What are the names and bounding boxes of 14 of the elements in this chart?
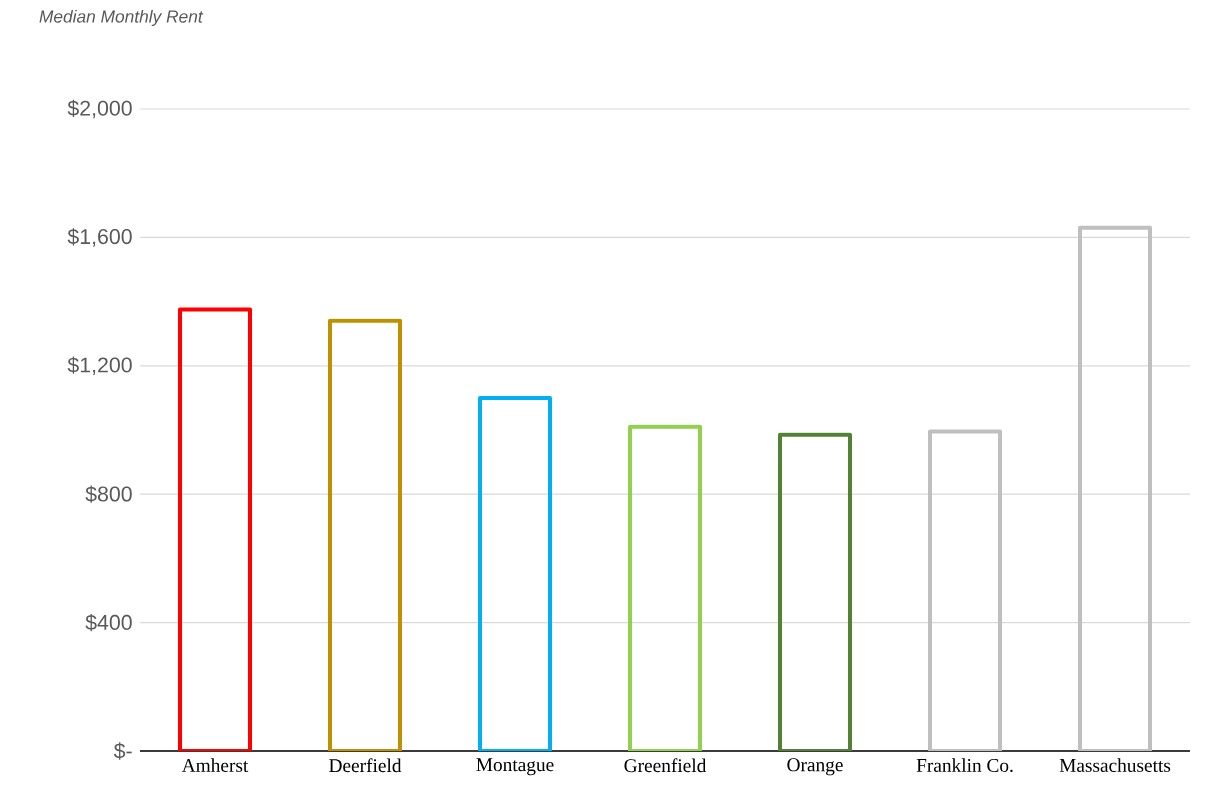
x-tick-label: Deerfield xyxy=(329,758,402,773)
x-tick-label: Franklin Co. xyxy=(916,758,1013,773)
x-tick-label: Massachusetts xyxy=(1059,758,1171,772)
y-tick-label: $400 xyxy=(85,613,132,632)
y-tick-label: $1,600 xyxy=(67,228,132,247)
y-tick-label: $1,200 xyxy=(67,356,132,376)
y-tick-label: $800 xyxy=(85,485,132,503)
y-tick-label: $- xyxy=(113,742,132,760)
x-tick-label: Orange xyxy=(787,758,843,776)
x-tick-label: Amherst xyxy=(181,758,249,772)
chart-title: Median Monthly Rent xyxy=(39,9,204,27)
y-tick-label: $2,000 xyxy=(67,99,132,119)
x-tick-label: Montague xyxy=(476,758,554,776)
x-tick-label: Greenfield xyxy=(624,758,707,773)
